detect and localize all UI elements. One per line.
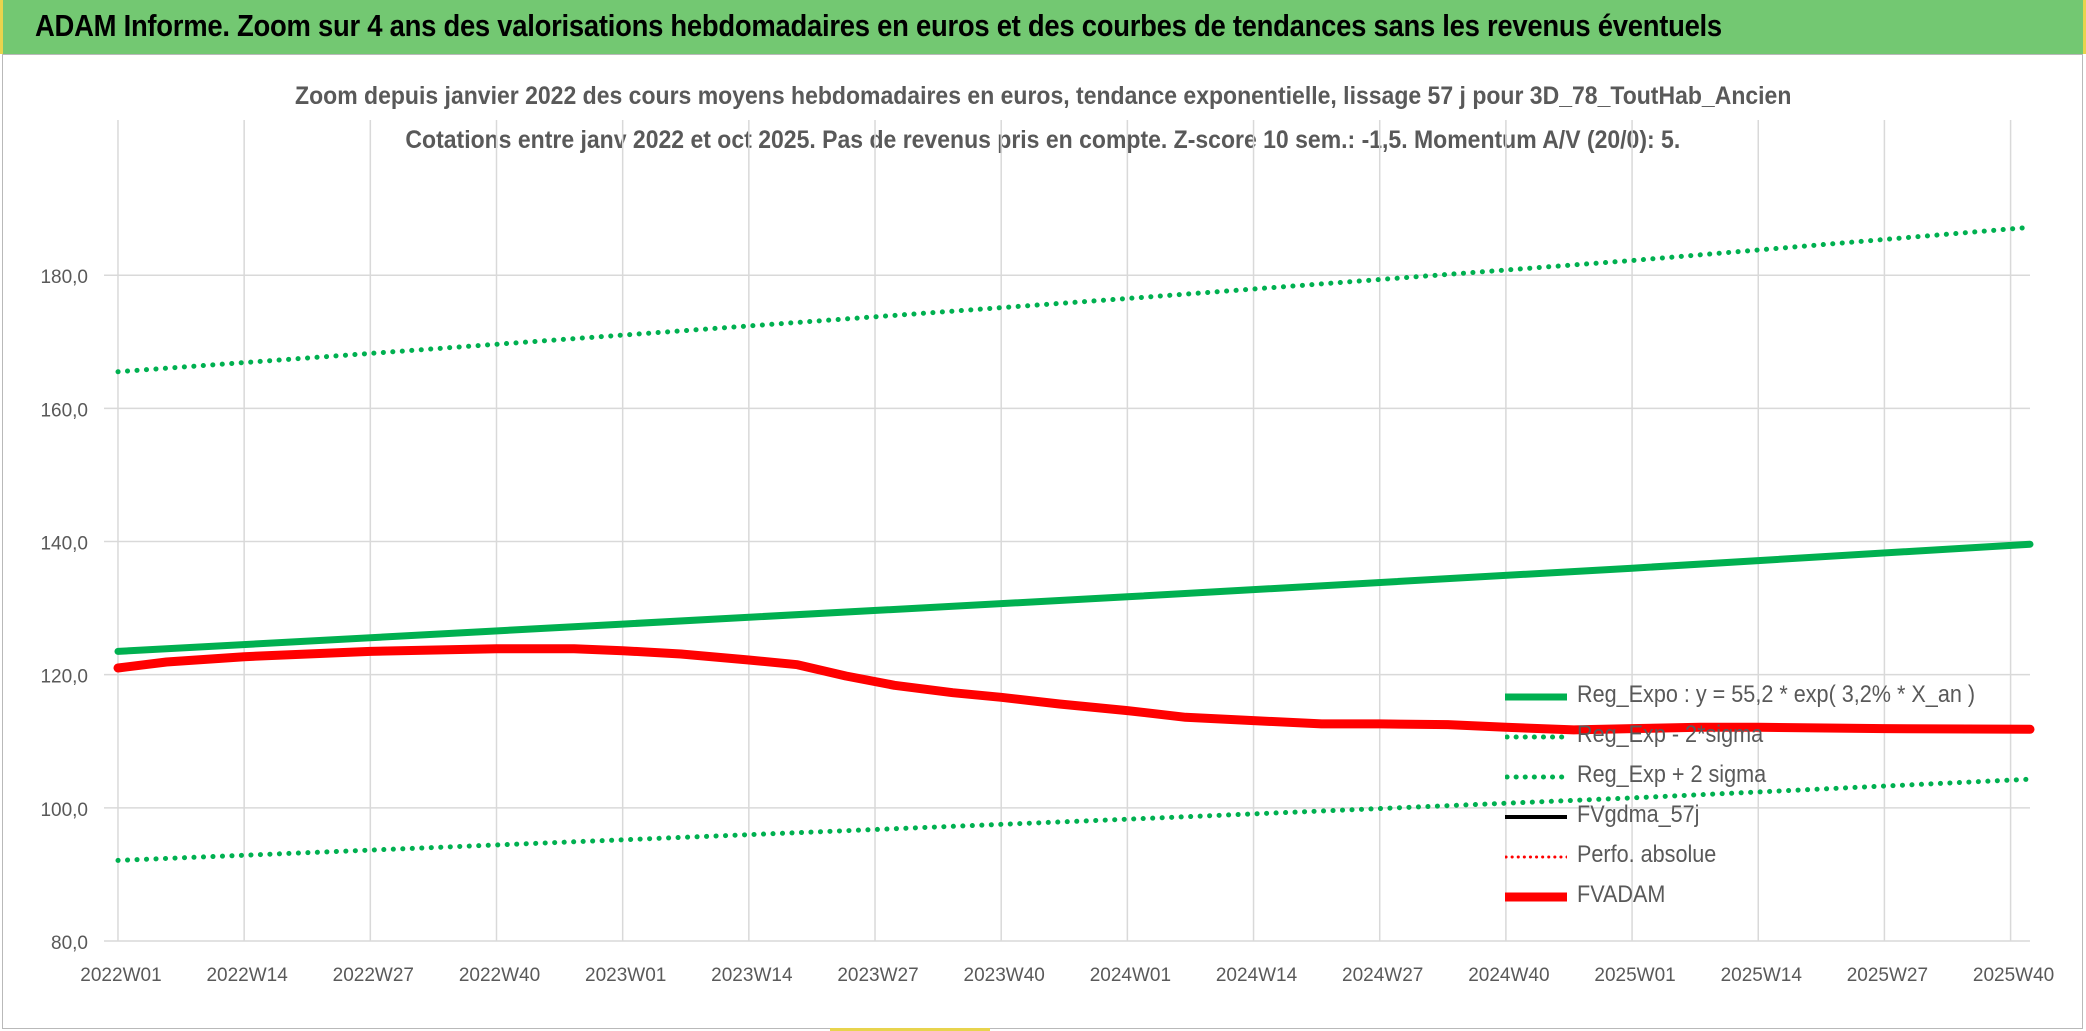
x-tick-label: 2023W40: [964, 965, 1045, 986]
legend-label: Reg_Exp - 2*sigma: [1577, 721, 1764, 748]
x-tick-label: 2025W01: [1594, 965, 1675, 986]
legend-swatch-perfo-absolue: [1505, 855, 1567, 859]
legend-swatch-fvgdma: [1505, 815, 1567, 819]
y-tick-label: 100,0: [40, 800, 88, 821]
chart-legend: Reg_Expo : y = 55,2 * exp( 3,2% * X_an )…: [1505, 676, 2005, 916]
y-tick-label: 140,0: [40, 534, 88, 555]
series-fvadam: [113, 644, 2035, 735]
x-tick-label: 2023W01: [585, 965, 666, 986]
y-tick-label: 80,0: [51, 933, 88, 954]
legend-label: FVgdma_57j: [1577, 801, 1700, 828]
y-tick-label: 120,0: [40, 667, 88, 688]
series-reg-exp-plus: [115, 224, 2033, 375]
legend-label: FVADAM: [1577, 881, 1666, 908]
legend-label: Reg_Exp + 2 sigma: [1577, 761, 1767, 788]
series-reg-expo: [114, 540, 2034, 655]
x-tick-label: 2022W40: [459, 965, 540, 986]
x-tick-label: 2022W27: [333, 965, 414, 986]
x-tick-label: 2023W14: [711, 965, 793, 986]
chart-title: Zoom depuis janvier 2022 des cours moyen…: [294, 82, 1792, 110]
legend-item-reg-exp-plus: Reg_Exp + 2 sigma: [1505, 756, 2005, 796]
x-tick-label: 2023W27: [837, 965, 918, 986]
report-title: ADAM Informe. Zoom sur 4 ans des valoris…: [35, 8, 1722, 43]
x-tick-label: 2024W14: [1216, 965, 1298, 986]
chart-subtitle: Cotations entre janv 2022 et oct 2025. P…: [405, 126, 1681, 154]
legend-swatch-reg-expo: [1505, 693, 1567, 701]
bottom-accent-bar: [830, 1028, 990, 1031]
legend-label: Perfo. absolue: [1577, 841, 1717, 868]
x-tick-label: 2022W01: [80, 965, 161, 986]
y-tick-label: 180,0: [40, 267, 88, 288]
legend-label: Reg_Expo : y = 55,2 * exp( 3,2% * X_an ): [1577, 681, 1976, 708]
legend-swatch-reg-exp-minus: [1505, 734, 1567, 740]
report-banner: ADAM Informe. Zoom sur 4 ans des valoris…: [0, 0, 2086, 54]
x-tick-label: 2024W01: [1090, 965, 1171, 986]
legend-item-fvadam: FVADAM: [1505, 876, 2005, 916]
x-tick-label: 2024W40: [1468, 965, 1549, 986]
x-tick-label: 2025W27: [1847, 965, 1928, 986]
legend-item-reg-expo: Reg_Expo : y = 55,2 * exp( 3,2% * X_an ): [1505, 676, 2005, 716]
y-tick-label: 160,0: [40, 400, 88, 421]
legend-item-reg-exp-minus: Reg_Exp - 2*sigma: [1505, 716, 2005, 756]
legend-item-perfo-absolue: Perfo. absolue: [1505, 836, 2005, 876]
legend-swatch-reg-exp-plus: [1505, 774, 1567, 780]
x-tick-label: 2022W14: [206, 965, 288, 986]
x-tick-label: 2024W27: [1342, 965, 1423, 986]
x-tick-label: 2025W40: [1973, 965, 2054, 986]
legend-swatch-fvadam: [1505, 892, 1567, 902]
legend-item-fvgdma: FVgdma_57j: [1505, 796, 2005, 836]
x-tick-label: 2025W14: [1721, 965, 1803, 986]
